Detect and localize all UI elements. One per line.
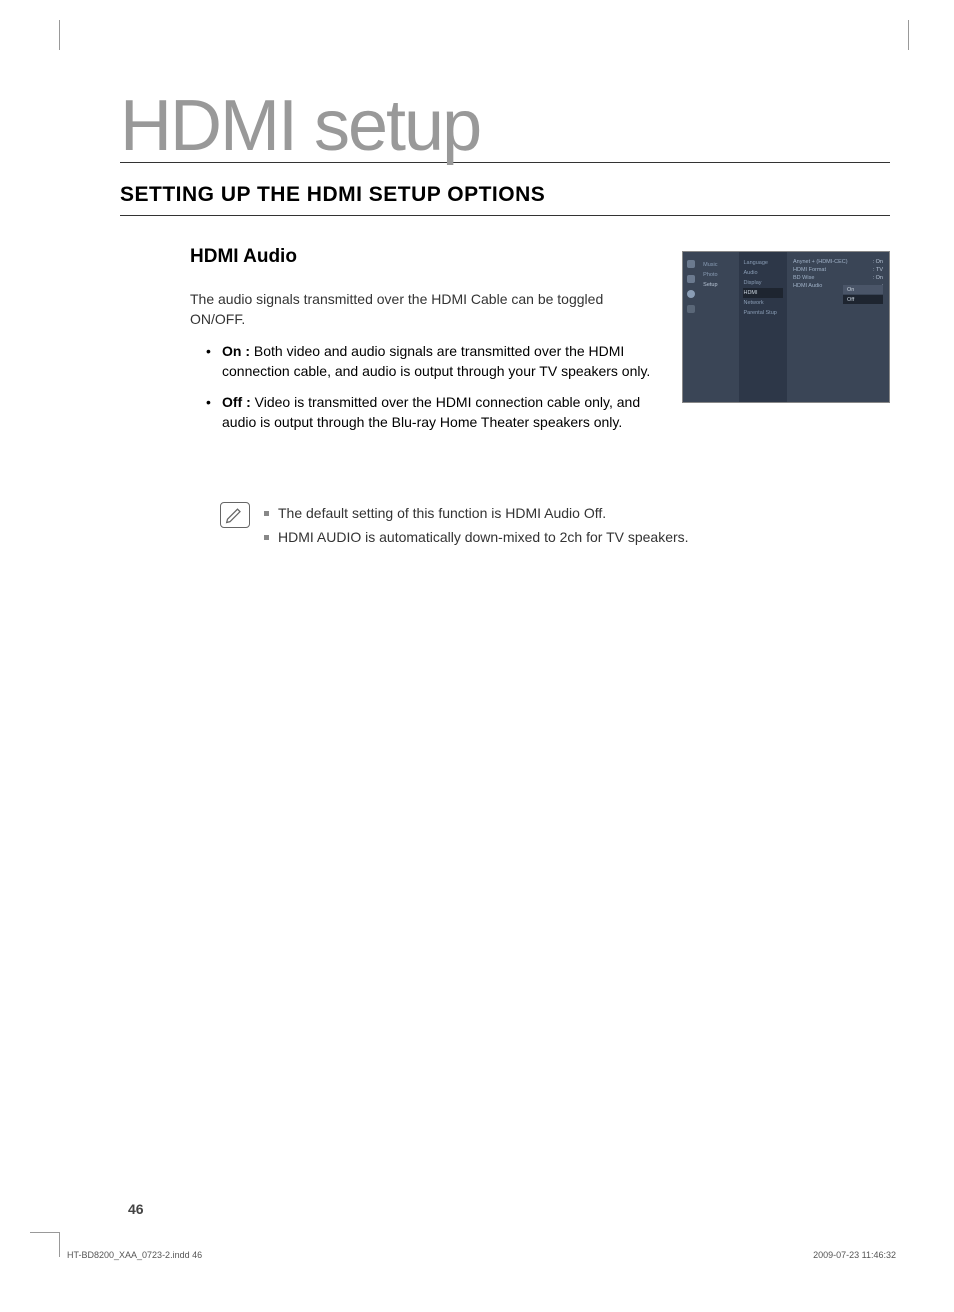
note-item: HDMI AUDIO is automatically down-mixed t… [264, 526, 689, 550]
chapter-title: HDMI setup [120, 90, 890, 163]
option-off: Off [843, 295, 883, 304]
option-text: Video is transmitted over the HDMI conne… [222, 394, 640, 430]
ui-icon-column [683, 252, 699, 402]
nav-photo: Photo [703, 270, 735, 280]
footer-filename: HT-BD8200_XAA_0723-2.indd 46 [67, 1250, 202, 1260]
list-item: On : Both video and audio signals are tr… [206, 341, 662, 382]
photo-icon [687, 275, 695, 283]
ui-nav: Music Photo Setup [699, 252, 739, 402]
ui-detail-panel: Anynet + (HDMI-CEC) : On HDMI Format : T… [787, 252, 889, 402]
detail-label: HDMI Format [793, 267, 826, 273]
option-text: Both video and audio signals are transmi… [222, 343, 650, 379]
menu-network: Network [743, 298, 783, 308]
menu-audio: Audio [743, 268, 783, 278]
section-title: SETTING UP THE HDMI SETUP OPTIONS [120, 183, 890, 216]
dropdown: On Off [843, 285, 883, 304]
detail-bdwise: BD Wise : On [793, 274, 883, 282]
music-icon [687, 260, 695, 268]
subsection-title: HDMI Audio [190, 246, 662, 268]
content-row: HDMI Audio The audio signals transmitted… [120, 246, 890, 442]
menu-hdmi: HDMI [743, 288, 783, 298]
menu-language: Language [743, 258, 783, 268]
detail-label: HDMI Audio [793, 283, 822, 289]
note-item: The default setting of this function is … [264, 502, 689, 526]
nav-music: Music [703, 260, 735, 270]
detail-anynet: Anynet + (HDMI-CEC) : On [793, 258, 883, 266]
menu-display: Display [743, 278, 783, 288]
option-on: On [843, 285, 883, 294]
detail-value: : On [873, 275, 883, 281]
option-label: Off : [222, 394, 251, 410]
detail-value: : TV [873, 267, 883, 273]
settings-screenshot: Music Photo Setup Language Audio Display… [682, 251, 890, 403]
crop-mark [30, 1232, 60, 1257]
gear-icon [687, 305, 695, 313]
note-block: The default setting of this function is … [120, 502, 890, 550]
detail-format: HDMI Format : TV [793, 266, 883, 274]
globe-icon [687, 290, 695, 298]
footer-timestamp: 2009-07-23 11:46:32 [813, 1250, 896, 1260]
detail-label: BD Wise [793, 275, 814, 281]
nav-setup: Setup [703, 280, 735, 290]
crop-mark [30, 20, 60, 50]
detail-label: Anynet + (HDMI-CEC) [793, 259, 848, 265]
page-number: 46 [128, 1201, 144, 1217]
content-text: HDMI Audio The audio signals transmitted… [120, 246, 662, 442]
menu-parental: Parental Stup [743, 308, 783, 318]
ui-menu: Language Audio Display HDMI Network Pare… [739, 252, 787, 402]
detail-value: : On [873, 259, 883, 265]
pencil-icon [224, 505, 246, 525]
note-list: The default setting of this function is … [264, 502, 689, 550]
intro-paragraph: The audio signals transmitted over the H… [190, 290, 662, 329]
option-label: On : [222, 343, 250, 359]
crop-mark [908, 20, 909, 50]
note-icon [220, 502, 250, 528]
page-content: HDMI setup SETTING UP THE HDMI SETUP OPT… [120, 90, 890, 550]
list-item: Off : Video is transmitted over the HDMI… [206, 392, 662, 433]
option-list: On : Both video and audio signals are tr… [190, 341, 662, 432]
